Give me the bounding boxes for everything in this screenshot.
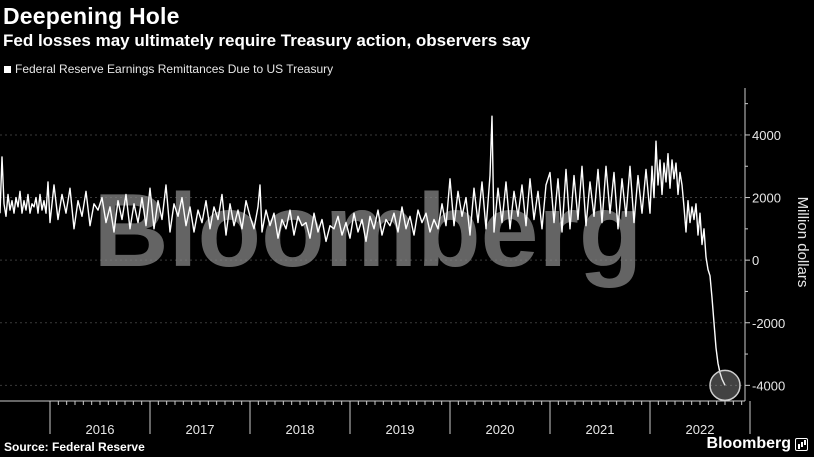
- highlight-circle: [709, 369, 741, 402]
- highlight-layer: [709, 369, 741, 402]
- y-tick-label: 4000: [752, 128, 781, 143]
- legend: Federal Reserve Earnings Remittances Due…: [4, 62, 333, 76]
- legend-label: Federal Reserve Earnings Remittances Due…: [15, 62, 334, 76]
- axes: 4000 2000 0 -2000 -4000 2016 2017 2018 2019 2020 2…: [0, 88, 785, 437]
- bar-chart-icon: [795, 437, 808, 451]
- chart-title: Deepening Hole: [3, 3, 180, 29]
- brand-logo: Bloomberg: [707, 435, 808, 453]
- source-note: Source: Federal Reserve: [4, 440, 145, 454]
- x-tick-label: 2021: [586, 422, 615, 437]
- x-tick-label: 2018: [286, 422, 315, 437]
- x-tick-label: 2019: [386, 422, 415, 437]
- y-axis-label: Million dollars: [794, 197, 811, 288]
- x-tick-label: 2017: [186, 422, 215, 437]
- x-tick-label: 2020: [486, 422, 515, 437]
- y-tick-label: 2000: [752, 191, 781, 206]
- series-line: [0, 115, 726, 386]
- x-tick-label: 2022: [686, 422, 715, 437]
- chart-subtitle: Fed losses may ultimately require Treasu…: [3, 31, 531, 50]
- y-tick-label: -2000: [752, 316, 785, 331]
- legend-swatch: [4, 65, 11, 73]
- brand-name: Bloomberg: [706, 435, 791, 452]
- x-tick-label: 2016: [86, 422, 115, 437]
- y-tick-label: 0: [752, 253, 759, 268]
- series-layer: [0, 115, 726, 386]
- y-tick-label: -4000: [752, 378, 785, 393]
